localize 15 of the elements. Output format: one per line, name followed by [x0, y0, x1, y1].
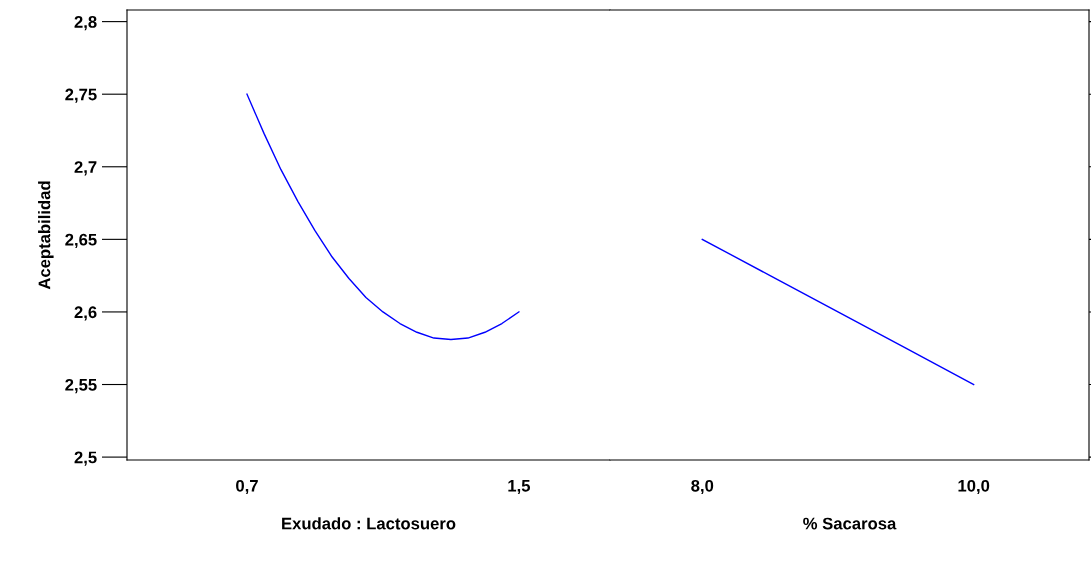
x-tick-label: 0,7: [236, 479, 258, 495]
y-tick-label: 2,8: [74, 16, 97, 31]
x-tick-label: 8,0: [691, 479, 714, 495]
y-tick-label: 2,5: [74, 451, 97, 466]
y-tick-label: 2,75: [65, 88, 97, 103]
y-tick-label: 2,7: [74, 161, 97, 176]
x-axis-title: % Sacarosa: [803, 517, 897, 530]
y-tick-label: 2,6: [74, 306, 97, 321]
y-axis-title: Aceptabilidad: [38, 181, 54, 290]
x-tick-label: 10,0: [958, 479, 990, 495]
x-tick-label: 1,5: [508, 480, 531, 495]
x-axis-title: Exudado : Lactosuero: [282, 517, 456, 530]
y-tick-label: 2,55: [65, 378, 97, 394]
line-series: [246, 93, 520, 341]
y-tick-label: 2,65: [65, 233, 97, 248]
